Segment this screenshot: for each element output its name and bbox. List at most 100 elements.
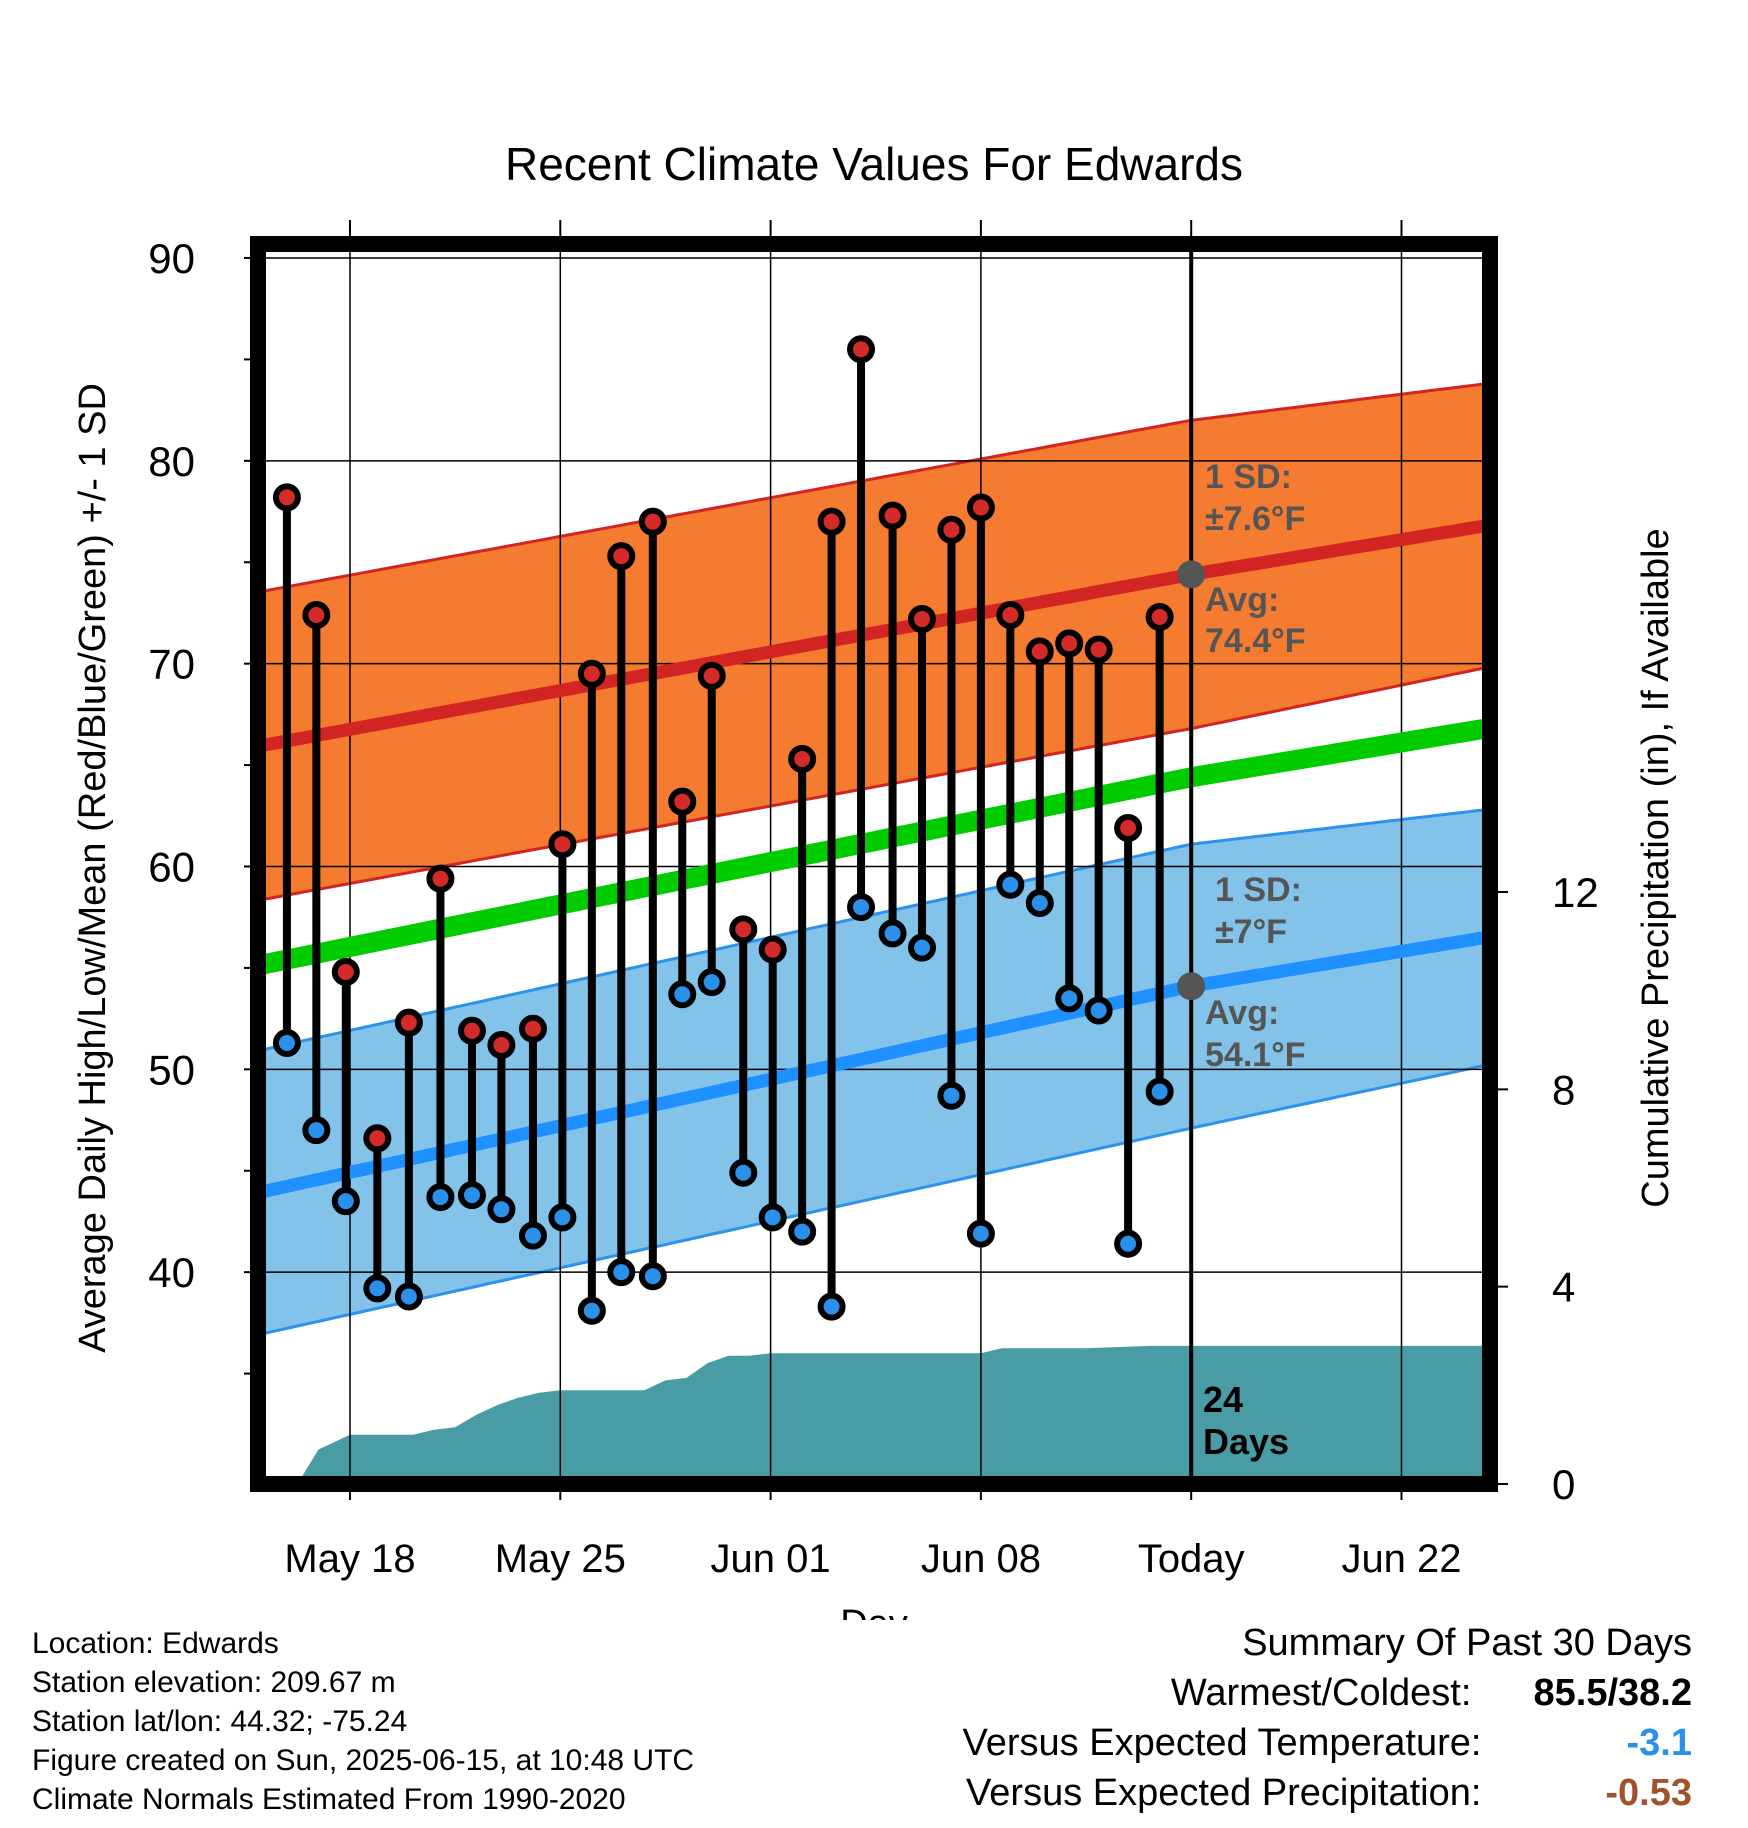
obs-high-point: [607, 542, 636, 571]
high-avg-label: Avg:: [1205, 581, 1279, 619]
obs-high-point: [878, 501, 907, 530]
normals-text: Climate Normals Estimated From 1990-2020: [32, 1783, 626, 1816]
obs-low-point: [908, 933, 937, 962]
temp-label: Versus Expected Temperature:: [962, 1722, 1482, 1764]
obs-low-point: [668, 980, 697, 1009]
obs-low-point: [847, 893, 876, 922]
high-avg-value: 74.4°F: [1205, 622, 1306, 660]
obs-high-point: [758, 935, 787, 964]
warm-cold-label: Warmest/Coldest:: [1170, 1672, 1472, 1714]
y-tick-label: 60: [148, 844, 195, 891]
low-avg-value: 54.1°F: [1205, 1036, 1306, 1074]
obs-high-point: [331, 957, 360, 986]
obs-high-point: [1084, 635, 1113, 664]
y-axis-label: Average Daily High/Low/Mean (Red/Blue/Gr…: [72, 383, 114, 1353]
obs-low-point: [788, 1217, 817, 1246]
obs-low-point: [729, 1158, 758, 1187]
obs-high-point: [394, 1008, 423, 1037]
obs-high-point: [996, 600, 1025, 629]
obs-high-point: [1025, 637, 1054, 666]
precip-label: Versus Expected Precipitation:: [966, 1772, 1482, 1814]
low-avg-line: [258, 931, 1487, 1198]
mean-avg-line: [258, 718, 1488, 974]
obs-low-point: [1084, 996, 1113, 1025]
obs-high-point: [729, 915, 758, 944]
obs-high-point: [668, 787, 697, 816]
obs-high-point: [426, 864, 455, 893]
obs-high-point: [1114, 813, 1143, 842]
obs-low-point: [548, 1203, 577, 1232]
x-tick-label: Today: [1138, 1537, 1245, 1581]
obs-low-point: [758, 1203, 787, 1232]
precip-value: -0.53: [1605, 1772, 1692, 1814]
obs-low-point: [331, 1187, 360, 1216]
temp-value: -3.1: [1626, 1722, 1692, 1764]
days-label: Days: [1203, 1421, 1289, 1462]
obs-high-point: [577, 659, 606, 688]
y-tick-label: 80: [148, 438, 195, 485]
obs-low-point: [996, 870, 1025, 899]
obs-low-point: [607, 1258, 636, 1287]
y-tick-label: 50: [148, 1046, 195, 1093]
y2-tick-label: 0: [1552, 1461, 1575, 1508]
today-high-avg-marker: [1177, 560, 1206, 589]
obs-high-point: [817, 507, 846, 536]
low-sd-value: ±7°F: [1215, 913, 1287, 951]
x-axis-label: Day: [840, 1603, 908, 1620]
location-text: Location: Edwards: [32, 1627, 279, 1660]
y2-tick-label: 4: [1552, 1264, 1575, 1311]
low-avg-label: Avg:: [1205, 994, 1279, 1032]
obs-low-point: [457, 1181, 486, 1210]
y2-tick-label: 8: [1552, 1066, 1575, 1113]
low-sd-label: 1 SD:: [1215, 871, 1302, 909]
obs-low-point: [1145, 1077, 1174, 1106]
obs-low-point: [966, 1219, 995, 1248]
obs-low-point: [518, 1221, 547, 1250]
station-info: Location: Edwards Station elevation: 209…: [32, 1624, 694, 1819]
obs-high-point: [302, 600, 331, 629]
obs-low-point: [426, 1183, 455, 1212]
obs-low-point: [394, 1282, 423, 1311]
obs-high-point: [937, 515, 966, 544]
high-sd-value: ±7.6°F: [1205, 500, 1305, 538]
x-tick-label: Jun 08: [921, 1537, 1041, 1581]
summary-temp: Versus Expected Temperature: -3.1: [963, 1718, 1692, 1768]
chart-title: Recent Climate Values For Edwards: [505, 138, 1243, 190]
low-lower-edge: [258, 1063, 1486, 1335]
obs-low-point: [577, 1296, 606, 1325]
obs-low-point: [302, 1116, 331, 1145]
obs-high-point: [908, 605, 937, 634]
high-sd-band: [258, 383, 1486, 899]
obs-low-point: [272, 1028, 301, 1057]
plot-frame: [250, 236, 1498, 1492]
high-avg-line: [258, 519, 1487, 752]
warm-cold-value: 85.5/38.2: [1533, 1672, 1692, 1714]
obs-low-point: [878, 919, 907, 948]
y-tick-label: 70: [148, 641, 195, 688]
elevation-text: Station elevation: 209.67 m: [32, 1666, 396, 1699]
obs-high-point: [788, 744, 817, 773]
obs-high-point: [272, 483, 301, 512]
obs-high-point: [1145, 603, 1174, 632]
y2-tick-label: 12: [1552, 869, 1599, 916]
obs-high-point: [487, 1030, 516, 1059]
obs-high-point: [518, 1014, 547, 1043]
obs-low-point: [817, 1292, 846, 1321]
y-tick-label: 40: [148, 1249, 195, 1296]
y2-axis-label: Cumulative Precipitation (in), If Availa…: [1635, 528, 1677, 1207]
obs-low-point: [937, 1081, 966, 1110]
obs-low-point: [363, 1274, 392, 1303]
precipitation-area: [297, 1345, 1486, 1484]
summary-precip: Versus Expected Precipitation: -0.53: [963, 1768, 1692, 1818]
obs-low-point: [487, 1195, 516, 1224]
obs-low-point: [1025, 889, 1054, 918]
obs-low-point: [697, 968, 726, 997]
obs-low-point: [1055, 984, 1084, 1013]
high-lower-edge: [258, 666, 1486, 901]
obs-low-point: [1114, 1229, 1143, 1258]
obs-high-point: [638, 507, 667, 536]
summary-panel: Summary Of Past 30 Days Warmest/Coldest:…: [963, 1618, 1692, 1818]
x-tick-label: May 18: [284, 1537, 415, 1581]
x-tick-label: May 25: [495, 1537, 626, 1581]
high-upper-edge: [258, 382, 1486, 593]
